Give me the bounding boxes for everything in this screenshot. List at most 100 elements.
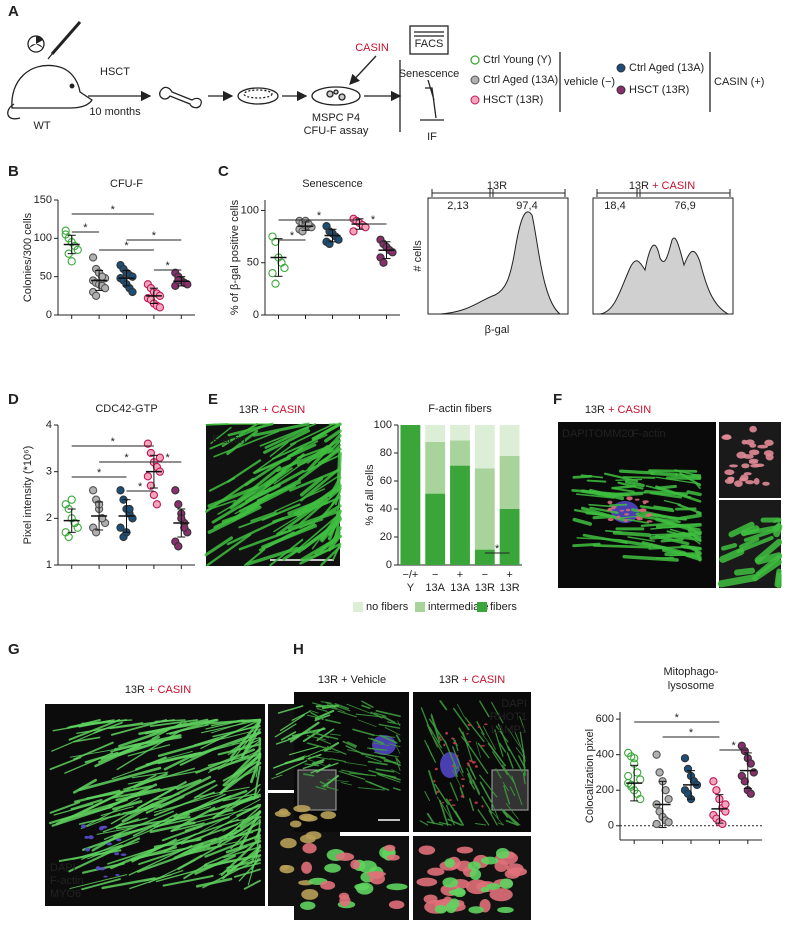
data-point: [653, 751, 660, 758]
data-point: [129, 273, 136, 280]
texture: [449, 898, 459, 908]
title-part: 13R: [629, 180, 649, 192]
texture: [306, 831, 322, 839]
y-axis-label: Colocalization pixel: [584, 729, 596, 823]
bar-segment: [450, 425, 470, 440]
texture: [439, 737, 441, 739]
stain-label: DAPI: [562, 428, 588, 440]
y-tick-label: 0: [386, 559, 392, 571]
data-point: [380, 259, 387, 266]
texture: [616, 516, 620, 519]
stain-label: TOMM20: [588, 428, 634, 440]
y-tick-label: 100: [34, 232, 52, 244]
data-point: [269, 270, 276, 277]
texture: [467, 762, 470, 764]
significance-label: *: [124, 240, 129, 252]
y-tick-label: 2: [46, 512, 52, 524]
texture: [436, 791, 439, 793]
y-tick-label: 400: [596, 749, 614, 761]
texture: [724, 469, 734, 475]
panel-label: G: [8, 641, 20, 658]
y-axis-label: % of all cells: [364, 464, 376, 526]
texture: [293, 805, 310, 812]
texture: [88, 835, 94, 839]
texture: [620, 510, 625, 512]
texture: [114, 852, 119, 855]
bar-segment: [400, 425, 420, 565]
data-point: [90, 254, 97, 261]
texture: [749, 449, 759, 455]
texture: [496, 848, 509, 859]
stain-label: RHOT1: [490, 711, 527, 723]
image-title: 13R + Vehicle: [318, 674, 386, 686]
stain-label: F-actin: [50, 875, 84, 887]
texture: [505, 869, 521, 879]
data-point: [150, 491, 157, 498]
data-point: [175, 543, 182, 550]
title-part: 13R: [239, 404, 259, 416]
microscope-icon: [420, 80, 444, 120]
data-point: [272, 280, 279, 287]
texture: [621, 471, 654, 473]
texture: [358, 860, 377, 873]
data-point: [665, 796, 672, 803]
data-point: [156, 304, 163, 311]
texture: [650, 471, 696, 472]
axis-label: β-gal: [485, 324, 510, 336]
title-part: + CASIN: [608, 404, 651, 416]
texture: [461, 795, 464, 798]
panel-label: C: [218, 163, 229, 180]
y-tick-label: 4: [46, 419, 52, 431]
texture: [457, 847, 473, 854]
bar-segment: [475, 468, 495, 549]
texture: [607, 509, 611, 512]
texture: [646, 520, 652, 522]
texture: [749, 426, 757, 433]
texture: [611, 506, 616, 510]
chart-title: Senescence: [302, 178, 363, 190]
texture: [302, 843, 316, 853]
stain-label: DAPI: [50, 862, 76, 874]
texture: [754, 478, 760, 485]
texture: [727, 477, 734, 481]
texture: [764, 440, 774, 446]
texture: [279, 808, 289, 815]
texture: [339, 895, 350, 906]
x-tick-label: 13A: [450, 582, 470, 594]
texture: [777, 571, 779, 584]
texture: [467, 765, 469, 767]
texture: [472, 761, 476, 764]
gate-label: 2,13: [447, 200, 468, 212]
y-tick-label: 0: [253, 309, 259, 321]
significance-label: *: [152, 230, 157, 242]
step-label: WT: [33, 120, 50, 132]
texture: [729, 464, 738, 467]
texture: [301, 889, 318, 900]
chart-title: lysosome: [668, 680, 714, 692]
texture: [320, 811, 336, 819]
legend-label: Ctrl Aged (13A): [483, 74, 558, 86]
title-part: + CASIN: [262, 404, 305, 416]
y-tick-label: 0: [608, 820, 614, 832]
texture: [451, 766, 455, 767]
significance-label: *: [371, 214, 376, 226]
stain-label: DAPI: [501, 698, 527, 710]
significance-label: *: [495, 543, 500, 555]
chart-title: F-actin fibers: [428, 403, 492, 415]
texture: [749, 461, 758, 464]
texture: [588, 481, 606, 482]
step-label: HSCT: [100, 66, 130, 78]
texture: [658, 486, 676, 488]
step-label: IF: [427, 131, 437, 143]
gate-label: 76,9: [674, 200, 695, 212]
texture: [626, 509, 630, 512]
axis-label: # cells: [412, 240, 424, 272]
x-tick-label: 13R: [500, 582, 520, 594]
significance-label: *: [290, 230, 295, 242]
bar-segment: [500, 425, 520, 456]
legend-label: vehicle (−): [564, 76, 615, 88]
texture: [121, 853, 127, 856]
y-tick-label: 1: [46, 559, 52, 571]
y-tick-label: 150: [34, 194, 52, 206]
